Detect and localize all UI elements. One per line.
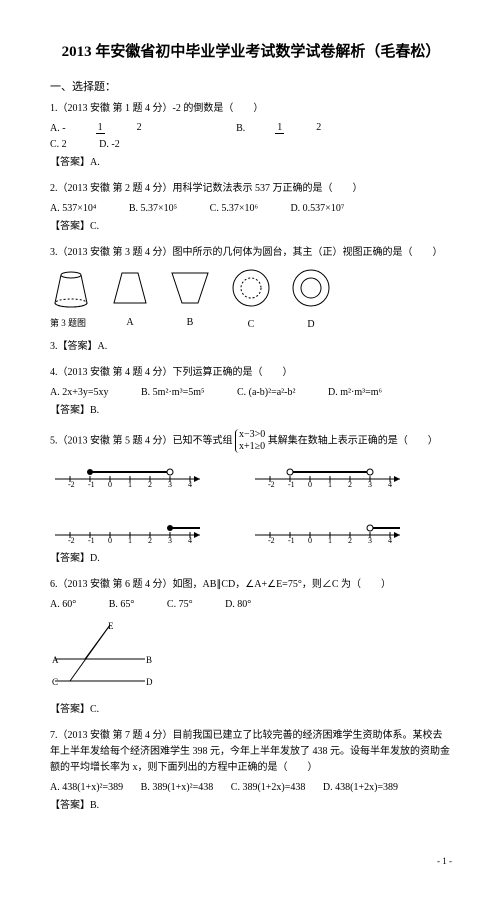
q6-opt-c: C. 75°	[167, 597, 193, 613]
q2-opt-a: A. 537×10⁴	[50, 201, 96, 217]
question-4: 4.（2013 安徽 第 4 题 4 分）下列运算正确的是（ ）	[50, 365, 452, 381]
q2-answer: 【答案】C.	[50, 219, 452, 235]
q5-numline-b: -2-101234	[250, 461, 410, 487]
q5-numline-c: -2-101234	[50, 517, 210, 543]
svg-text:B: B	[146, 655, 152, 665]
q5-numline-a: -2-101234	[50, 461, 210, 487]
page-number: - 1 -	[50, 854, 452, 868]
svg-text:-1: -1	[88, 480, 95, 487]
q3-figures: 第 3 题图 A B C D	[50, 267, 452, 334]
q3-answer: 3.【答案】A.	[50, 339, 452, 355]
q4-answer: 【答案】B.	[50, 403, 452, 419]
q1-options: A. -12 B. 12 C. 2 D. -2	[50, 121, 452, 153]
q3-opt-a-shape	[110, 269, 150, 307]
q6-answer: 【答案】C.	[50, 702, 452, 718]
q3-opt-c-shape	[230, 267, 272, 309]
q6-options: A. 60° B. 65° C. 75° D. 80°	[50, 597, 452, 613]
q5-answer: 【答案】D.	[50, 551, 452, 567]
q6-opt-a: A. 60°	[50, 597, 76, 613]
q3-label-d: D	[290, 317, 332, 333]
q2-options: A. 537×10⁴ B. 5.37×10⁵ C. 5.37×10⁶ D. 0.…	[50, 201, 452, 217]
question-3: 3.（2013 安徽 第 3 题 4 分）图中所示的几何体为圆台，其主（正）视图…	[50, 245, 452, 261]
q3-given-figure	[51, 269, 91, 309]
q7-answer: 【答案】B.	[50, 798, 452, 814]
q3-opt-d-shape	[290, 267, 332, 309]
svg-text:-1: -1	[88, 536, 95, 543]
svg-text:-2: -2	[68, 480, 75, 487]
svg-text:D: D	[146, 677, 153, 687]
q4-opt-b: B. 5m²·m³=5m⁵	[141, 385, 204, 401]
q4-opt-d: D. m²·m³=m⁶	[328, 385, 382, 401]
q1-opt-d: D. -2	[99, 137, 120, 153]
q5-number-lines: -2-101234 -2-101234 -2-101234 -2-101234	[50, 461, 452, 543]
q1-opt-b: B. 12	[236, 121, 383, 137]
q7-options: A. 438(1+x)²=389 B. 389(1+x)²=438 C. 389…	[50, 780, 452, 796]
q3-label-b: B	[168, 315, 212, 331]
q4-opt-c: C. (a-b)²=a²-b²	[237, 385, 296, 401]
svg-text:-2: -2	[268, 536, 275, 543]
q7-opt-a: A. 438(1+x)²=389	[50, 780, 123, 796]
q1-opt-a: A. -12	[50, 121, 204, 137]
question-5: 5.（2013 安徽 第 5 题 4 分）已知不等式组 x−3>0 x+1≥0 …	[50, 429, 452, 453]
svg-text:-2: -2	[268, 480, 275, 487]
q7-opt-d: D. 438(1+2x)=389	[323, 780, 398, 796]
svg-text:E: E	[108, 621, 114, 631]
q2-opt-d: D. 0.537×10⁷	[290, 201, 344, 217]
q7-opt-b: B. 389(1+x)²=438	[141, 780, 214, 796]
page-title: 2013 年安徽省初中毕业学业考试数学试卷解析（毛春松）	[50, 40, 452, 64]
question-2: 2.（2013 安徽 第 2 题 4 分）用科学记数法表示 537 万正确的是（…	[50, 181, 452, 197]
svg-text:-2: -2	[68, 536, 75, 543]
svg-text:-1: -1	[288, 480, 295, 487]
svg-text:A: A	[52, 655, 59, 665]
q1-answer: 【答案】A.	[50, 155, 452, 171]
q4-opt-a: A. 2x+3y=5xy	[50, 385, 109, 401]
svg-text:C: C	[52, 677, 58, 687]
question-1: 1.（2013 安徽 第 1 题 4 分）-2 的倒数是（ ）	[50, 101, 452, 117]
q1-opt-c: C. 2	[50, 137, 67, 153]
q3-opt-b-shape	[168, 269, 212, 307]
q7-opt-c: C. 389(1+2x)=438	[231, 780, 306, 796]
q4-options: A. 2x+3y=5xy B. 5m²·m³=5m⁵ C. (a-b)²=a²-…	[50, 385, 452, 401]
q5-numline-d: -2-101234	[250, 517, 410, 543]
q3-given-label: 第 3 题图	[50, 316, 86, 330]
svg-text:-1: -1	[288, 536, 295, 543]
q3-label-c: C	[230, 317, 272, 333]
q6-opt-d: D. 80°	[225, 597, 251, 613]
question-7: 7.（2013 安徽 第 7 题 4 分）目前我国已建立了比较完善的经济困难学生…	[50, 728, 452, 776]
section-heading: 一、选择题：	[50, 79, 452, 97]
q6-opt-b: B. 65°	[109, 597, 135, 613]
q6-figure: E A B C D	[50, 619, 452, 696]
question-6: 6.（2013 安徽 第 6 题 4 分）如图，AB∥CD，∠A+∠E=75°，…	[50, 577, 452, 593]
q3-label-a: A	[110, 315, 150, 331]
q2-opt-b: B. 5.37×10⁵	[129, 201, 177, 217]
q2-opt-c: C. 5.37×10⁶	[210, 201, 258, 217]
